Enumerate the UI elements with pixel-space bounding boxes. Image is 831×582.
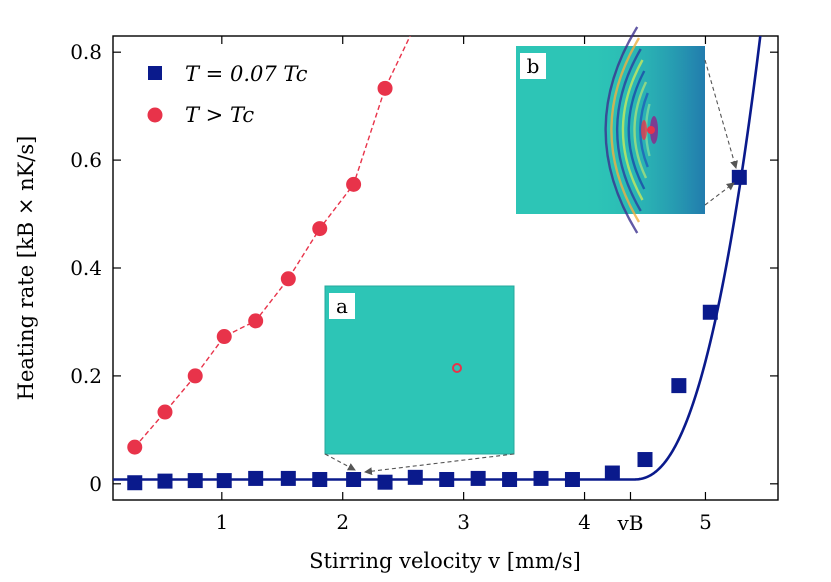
x-tick-label: 4	[578, 510, 591, 534]
series-0-point	[731, 169, 747, 185]
inset-b-tag: b	[527, 54, 540, 78]
series-1-line	[134, 36, 411, 448]
y-tick-label: 0.6	[70, 148, 102, 172]
series-0-point	[127, 475, 143, 491]
series-0-point	[564, 471, 580, 487]
series-1-point	[248, 313, 264, 329]
y-tick-label: 0.4	[70, 256, 102, 280]
series-1-point	[157, 404, 173, 420]
legend-label-series-0: T = 0.07 Tc	[185, 62, 308, 86]
series-0-point	[407, 469, 423, 485]
inset-b-arrow-top	[704, 59, 738, 169]
inset-b-arrow-bottom	[704, 182, 735, 206]
y-tick-label: 0.2	[70, 364, 102, 388]
y-axis-label: Heating rate [kB × nK/s]	[14, 136, 38, 401]
series-1-point	[127, 439, 143, 455]
x-tick-label: 1	[215, 510, 228, 534]
series-0-point	[533, 470, 549, 486]
series-1-point	[187, 368, 203, 384]
inset-b: b	[516, 26, 705, 234]
inset-a-arrow-right	[364, 453, 515, 476]
legend-label-series-1: T > Tc	[185, 103, 254, 127]
inset-b-fringe	[633, 81, 648, 179]
inset-b-marker	[647, 126, 655, 134]
inset-b-wave-pattern	[580, 26, 705, 234]
inset-a-arrow-left	[324, 453, 356, 471]
vb-annotation: vB	[616, 511, 643, 535]
series-1-point	[280, 271, 296, 287]
inset-b-fringe	[610, 37, 641, 223]
series-0-point	[216, 473, 232, 489]
x-tick-label: 2	[336, 510, 349, 534]
y-tick-label: 0	[89, 472, 102, 496]
series-1-point	[346, 176, 362, 192]
inset-a-tag-box	[329, 293, 355, 319]
series-0-point	[637, 452, 653, 468]
inset-a-tag: a	[336, 294, 348, 318]
inset-b-fringe	[621, 59, 644, 201]
legend: T = 0.07 Tc T > Tc	[147, 62, 308, 127]
series-0-point	[346, 471, 362, 487]
inset-b-fringe	[604, 26, 639, 234]
inset-a-marker	[452, 363, 462, 373]
inset-b-fringe	[615, 48, 642, 212]
legend-marker-series-1	[147, 107, 163, 123]
inset-b-fringe	[627, 70, 646, 190]
x-axis-label: Stirring velocity v [mm/s]	[309, 549, 581, 573]
series-0-point	[502, 471, 518, 487]
inset-b-core-red	[641, 120, 647, 140]
series-1-point	[312, 221, 328, 237]
series-0-point	[470, 470, 486, 486]
series-0-point	[604, 465, 620, 481]
series-0-point	[157, 473, 173, 489]
series-0-point	[702, 304, 718, 320]
series-0-point	[312, 471, 328, 487]
series-0-point	[439, 471, 455, 487]
series-0-point	[671, 378, 687, 394]
inset-b-tag-box	[520, 53, 546, 79]
x-tick-label: 3	[457, 510, 470, 534]
series-1-point	[377, 80, 393, 96]
legend-marker-series-0	[148, 66, 162, 80]
series-0-point	[280, 470, 296, 486]
y-tick-label: 0.8	[70, 40, 102, 64]
series-layer	[113, 36, 762, 491]
inset-a-image	[325, 286, 514, 454]
axis-ticks: 1 2 3 4 5 0 0.2 0.4 0.6 0.8	[70, 36, 778, 534]
series-0-point	[187, 473, 203, 489]
x-tick-label: 5	[699, 510, 712, 534]
series-0-point	[377, 474, 393, 490]
series-0-point	[248, 470, 264, 486]
inset-b-fringe	[639, 92, 649, 168]
inset-pointer-arrows	[324, 59, 738, 476]
series-1-point	[216, 329, 232, 345]
inset-a: a	[324, 285, 515, 455]
